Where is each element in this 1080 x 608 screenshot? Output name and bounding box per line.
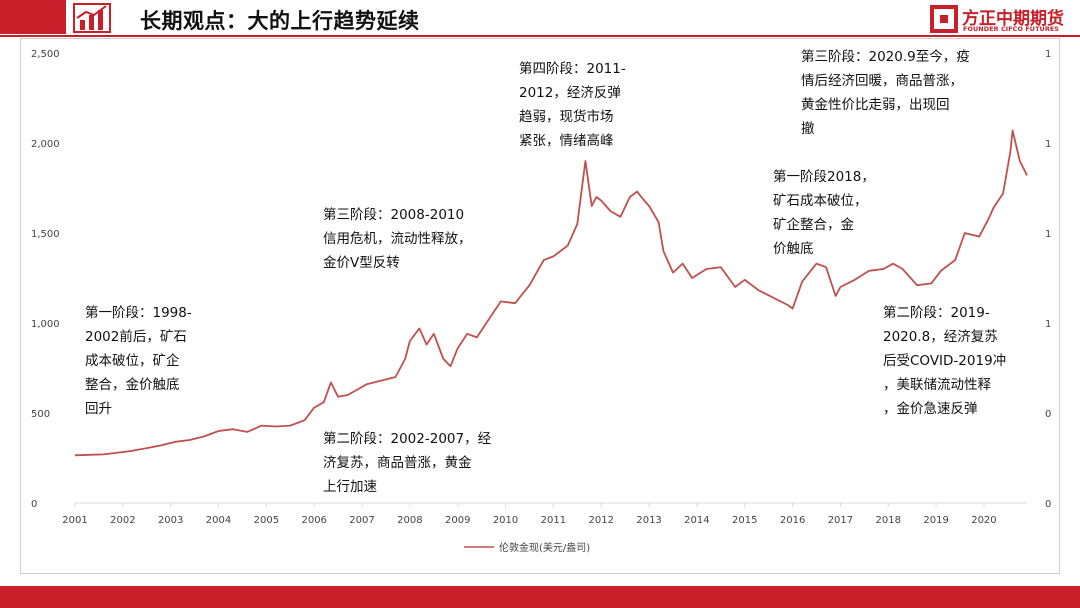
annotation-stage-2-2019-2020: 第二阶段：2019- 2020.8，经济复苏 后受COVID-2019冲 ，美联… bbox=[883, 305, 1007, 417]
x-tick-label: 2009 bbox=[445, 515, 470, 526]
header: 长期观点：大的上行趋势延续 方正中期期货 FOUNDER CIFCO FUTUR… bbox=[0, 0, 1080, 37]
x-tick-label: 2020 bbox=[971, 515, 996, 526]
annotation-stage-3-2008-2010: 第三阶段：2008-2010 信用危机，流动性释放， 金价V型反转 bbox=[323, 207, 472, 271]
y-tick-label: 1,500 bbox=[31, 229, 60, 240]
legend-label: 伦敦金现(美元/盎司) bbox=[499, 541, 590, 554]
x-tick-label: 2004 bbox=[206, 515, 231, 526]
brand-name-en: FOUNDER CIFCO FUTURES bbox=[963, 25, 1060, 33]
annotation-stage-1-1998-2002: 第一阶段：1998- 2002前后，矿石 成本破位，矿企 整合，金价触底 回升 bbox=[85, 305, 192, 417]
x-tick-label: 2015 bbox=[732, 515, 757, 526]
y2-tick-label: 1 bbox=[1045, 229, 1051, 240]
x-tick-label: 2007 bbox=[349, 515, 374, 526]
x-tick-label: 2002 bbox=[110, 515, 135, 526]
x-tick-label: 2018 bbox=[876, 515, 901, 526]
x-tick-label: 2003 bbox=[158, 515, 183, 526]
annotation-stage-1-2018: 第一阶段2018， 矿石成本破位， 矿企整合，金 价触底 bbox=[773, 169, 875, 257]
chart-axes: 0 500 1,000 1,500 2,000 2,500 0 0 1 1 1 1 2001 2002 20… bbox=[31, 49, 1051, 526]
annotation-stage-4-2011-2012: 第四阶段：2011- 2012，经济反弹 趋弱，现货市场 紧张，情绪高峰 bbox=[519, 61, 626, 149]
y-tick-label: 2,500 bbox=[31, 49, 60, 60]
brand-name-cn: 方正中期期货 bbox=[962, 9, 1064, 29]
x-tick-label: 2011 bbox=[541, 515, 566, 526]
x-tick-label: 2017 bbox=[828, 515, 853, 526]
x-tick-label: 2016 bbox=[780, 515, 805, 526]
gold-price-chart: 0 500 1,000 1,500 2,000 2,500 0 0 1 1 1 1 2001 2002 20… bbox=[20, 38, 1060, 574]
x-tick-label: 2019 bbox=[923, 515, 948, 526]
x-tick-label: 2005 bbox=[254, 515, 279, 526]
x-tick-label: 2013 bbox=[636, 515, 661, 526]
rising-chart-logo-icon bbox=[73, 3, 111, 33]
chart-legend: 伦敦金现(美元/盎司) bbox=[464, 541, 590, 554]
x-tick-label: 2006 bbox=[301, 515, 326, 526]
y2-tick-label: 1 bbox=[1045, 139, 1051, 150]
chart-canvas: 0 500 1,000 1,500 2,000 2,500 0 0 1 1 1 1 2001 2002 20… bbox=[31, 49, 1051, 554]
brand-mark-icon bbox=[930, 5, 958, 33]
y2-tick-label: 1 bbox=[1045, 49, 1051, 60]
y2-tick-label: 1 bbox=[1045, 319, 1051, 330]
brand-logo: 方正中期期货 FOUNDER CIFCO FUTURES bbox=[930, 4, 1076, 34]
series-line-gold-price bbox=[74, 129, 1028, 457]
y-tick-label: 0 bbox=[31, 499, 37, 510]
y-tick-label: 2,000 bbox=[31, 139, 60, 150]
annotation-stage-2-2002-2007: 第二阶段：2002-2007，经 济复苏，商品普涨，黄金 上行加速 bbox=[323, 431, 492, 495]
x-tick-label: 2014 bbox=[684, 515, 709, 526]
y-tick-label: 1,000 bbox=[31, 319, 60, 330]
chart-plot-area bbox=[74, 129, 1028, 457]
page-title: 长期观点：大的上行趋势延续 bbox=[140, 9, 420, 33]
y2-tick-label: 0 bbox=[1045, 409, 1051, 420]
x-tick-label: 2008 bbox=[397, 515, 422, 526]
y2-tick-label: 0 bbox=[1045, 499, 1051, 510]
header-divider bbox=[0, 35, 1080, 37]
annotation-stage-3-2020: 第三阶段：2020.9至今，疫 情后经济回暖，商品普涨， 黄金性价比走弱，出现回… bbox=[801, 49, 970, 137]
x-tick-label: 2012 bbox=[589, 515, 614, 526]
header-accent-bar bbox=[0, 0, 66, 34]
x-tick-label: 2010 bbox=[493, 515, 518, 526]
footer-accent-bar bbox=[0, 586, 1080, 608]
y-tick-label: 500 bbox=[31, 409, 50, 420]
x-tick-label: 2001 bbox=[62, 515, 87, 526]
